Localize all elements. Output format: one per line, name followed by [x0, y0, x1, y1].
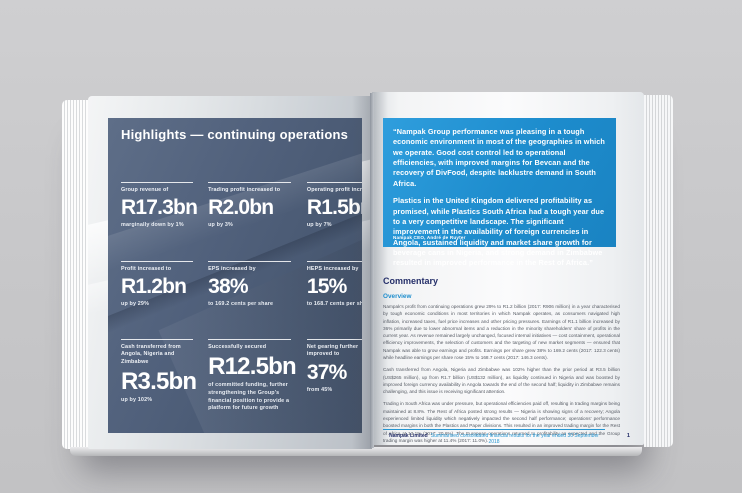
stat-label: Successfully secured — [208, 344, 267, 350]
stat-label: EPS increased by — [208, 266, 256, 272]
stat-cash-transferred: Cash transferred from Angola, Nigeria an… — [121, 339, 197, 413]
stat-profit: Profit increased to R1.2bn up by 29% — [121, 261, 197, 339]
stat-heps: HEPS increased by 15% to 168.7 cents per… — [306, 261, 362, 339]
page-number: 1 — [626, 433, 630, 439]
quote-attribution: Nampak CEO, André de Ruyter — [393, 235, 466, 240]
quote-paragraph: Plastics in the United Kingdom delivered… — [393, 196, 605, 268]
stat-sub: up by 7% — [306, 222, 332, 229]
stat-sub: to 169.2 cents per share — [208, 301, 274, 308]
stat-value: R12.5bn — [208, 353, 297, 381]
stat-divider — [121, 339, 193, 340]
stat-label: Cash transferred from Angola, Nigeria an… — [121, 344, 181, 365]
page-edge-right — [644, 95, 673, 447]
footer-title: Summarised consolidated financial result… — [430, 433, 599, 445]
footer: Nampak Limited Summarised consolidated fi… — [383, 433, 605, 445]
left-page-spine-shadow — [352, 96, 372, 449]
stat-sub: of committed funding, further strengthen… — [208, 382, 290, 412]
stat-label: HEPS increased by — [306, 266, 359, 272]
stat-divider — [208, 339, 291, 340]
stat-sub: from 45% — [306, 386, 333, 393]
stat-value: 38% — [208, 275, 248, 299]
right-page: “Nampak Group performance was pleasing i… — [372, 92, 644, 445]
page-edge-left — [62, 100, 89, 449]
stat-committed-funding: Successfully secured R12.5bn of committe… — [208, 339, 297, 413]
stat-value: R3.5bn — [121, 367, 197, 395]
stat-divider — [121, 261, 193, 262]
stat-value: 37% — [306, 360, 347, 384]
highlights-panel: Highlights — continuing operations Group… — [108, 118, 362, 433]
stat-divider — [306, 182, 362, 183]
stat-value: R2.0bn — [208, 196, 274, 220]
stat-divider — [306, 261, 362, 262]
stat-divider — [121, 182, 193, 183]
stat-sub: marginally down by 1% — [121, 222, 184, 229]
highlights-title: Highlights — continuing operations — [121, 127, 349, 142]
page-edge-bottom — [70, 447, 642, 456]
commentary-section: Commentary Overview Nampak's profit from… — [383, 276, 620, 445]
stat-label: Trading profit increased to — [208, 187, 281, 193]
stat-label: Group revenue of — [121, 187, 169, 193]
commentary-heading: Commentary — [383, 276, 439, 286]
highlights-stats-grid: Group revenue of R17.3bn marginally down… — [121, 182, 362, 413]
stat-value: R17.3bn — [121, 196, 198, 220]
stat-label: Operating profit increased to — [306, 187, 362, 193]
stat-divider — [208, 182, 291, 183]
commentary-paragraph: Trading in South Africa was under pressu… — [383, 401, 620, 443]
stat-trading-profit: Trading profit increased to R2.0bn up by… — [208, 182, 296, 261]
stat-operating-profit: Operating profit increased to R1.5bn up … — [306, 182, 362, 261]
stat-sub: to 168.7 cents per share — [306, 301, 362, 308]
left-page: Highlights — continuing operations Group… — [88, 96, 372, 449]
stat-net-gearing: Net gearing further improved to 37% from… — [306, 339, 362, 413]
quote-paragraph: “Nampak Group performance was pleasing i… — [393, 127, 605, 188]
commentary-paragraph: Cash transferred from Angola, Nigeria an… — [383, 367, 620, 395]
commentary-paragraph: Nampak's profit from continuing operatio… — [383, 304, 620, 360]
overview-subheading: Overview — [383, 293, 412, 300]
book-spine — [370, 93, 374, 448]
stat-label: Profit increased to — [121, 266, 172, 272]
stat-sub: up by 29% — [121, 301, 150, 308]
stat-value: 15% — [306, 275, 347, 299]
stat-value: R1.5bn — [306, 196, 362, 220]
footer-rule — [383, 429, 605, 430]
stat-sub: up by 3% — [208, 222, 233, 229]
ceo-quote-box: “Nampak Group performance was pleasing i… — [383, 118, 616, 267]
footer-brand: Nampak Limited — [389, 433, 428, 439]
stat-label: Net gearing further improved to — [306, 344, 359, 358]
stat-eps: EPS increased by 38% to 169.2 cents per … — [208, 261, 296, 339]
stat-sub: up by 102% — [121, 397, 153, 404]
stat-value: R1.2bn — [121, 275, 187, 299]
stat-divider — [208, 261, 291, 262]
stat-divider — [306, 339, 362, 340]
stat-group-revenue: Group revenue of R17.3bn marginally down… — [121, 182, 198, 261]
